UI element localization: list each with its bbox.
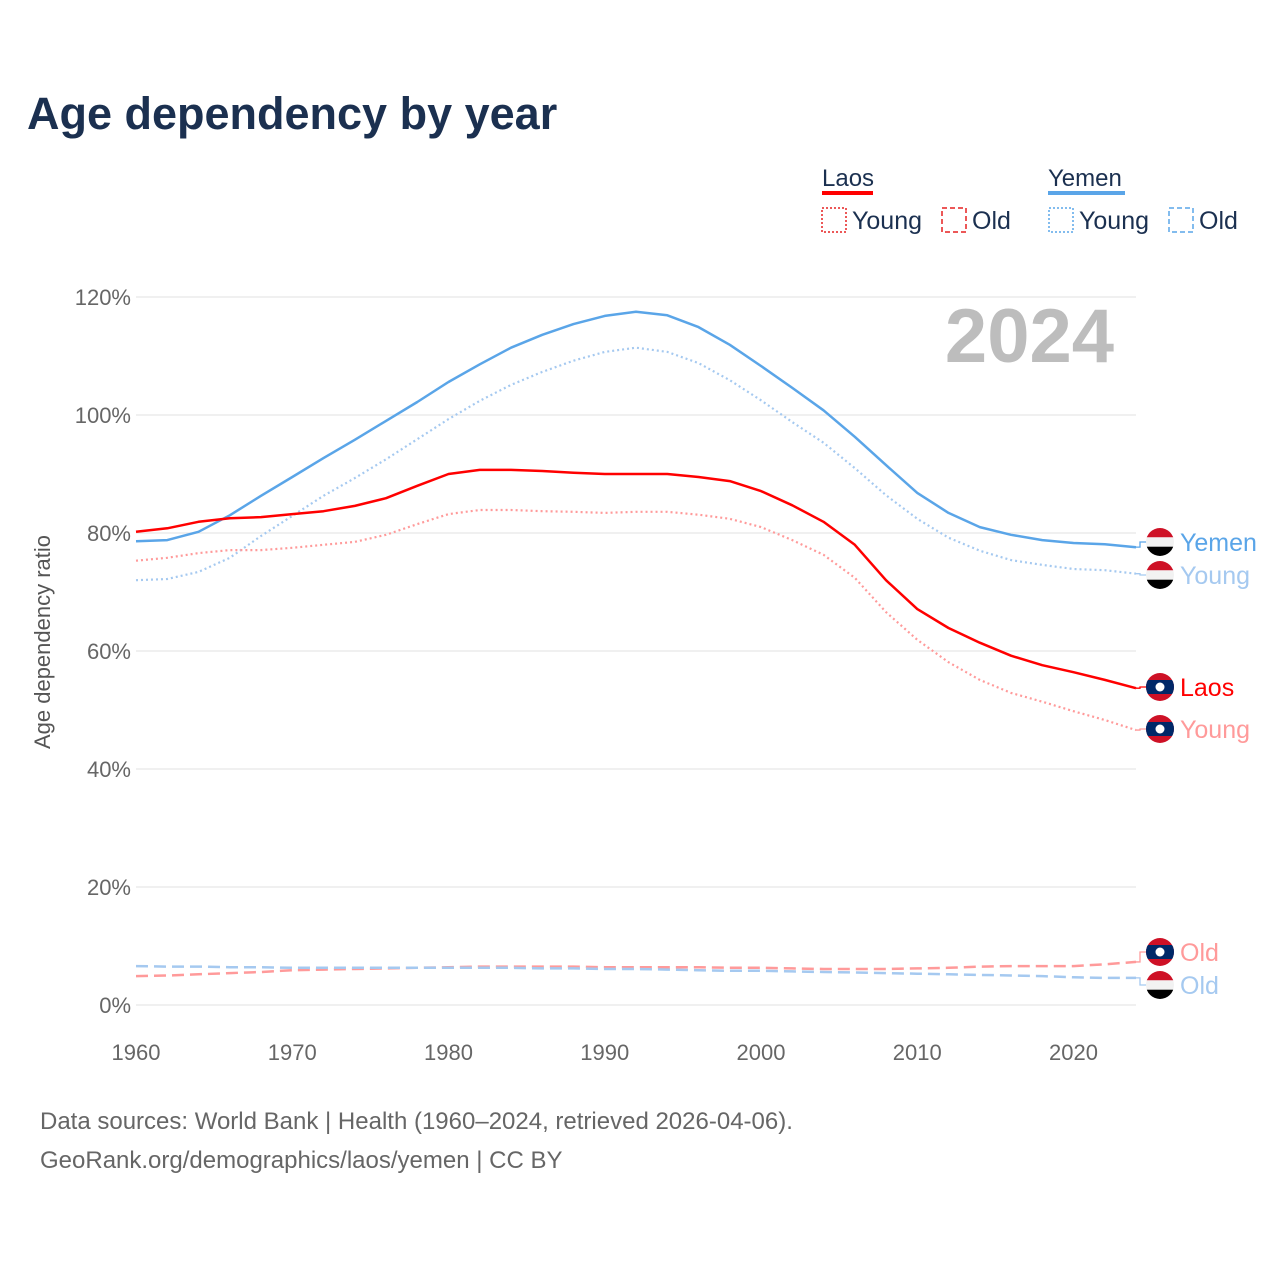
- legend: Laos Young Old Yemen Young Old: [821, 165, 1238, 235]
- end-label-connector: [1136, 977, 1148, 986]
- legend-yemen-young: Young: [1079, 207, 1149, 235]
- end-label-yemen-young: Young: [1180, 562, 1250, 590]
- y-axis-label: Age dependency ratio: [30, 535, 55, 749]
- end-label-connector: [1136, 951, 1148, 963]
- laos-flag-icon: [1146, 715, 1174, 743]
- legend-laos-swatch: [822, 191, 873, 195]
- end-label-connector: [1136, 573, 1148, 576]
- laos-flag-icon: [1146, 938, 1174, 966]
- x-tick-label: 2000: [737, 1040, 786, 1065]
- legend-laos-old: Old: [972, 207, 1011, 235]
- legend-yemen-swatch: [1048, 191, 1125, 195]
- y-tick-label: 60%: [87, 639, 131, 664]
- x-tick-label: 2010: [893, 1040, 942, 1065]
- legend-yemen-young-swatch: [1048, 207, 1074, 233]
- source-line-2[interactable]: GeoRank.org/demographics/laos/yemen | CC…: [40, 1147, 563, 1174]
- end-label-yemen: Yemen: [1180, 529, 1257, 557]
- y-tick-label: 120%: [75, 285, 131, 310]
- end-label-connector: [1136, 728, 1148, 731]
- legend-yemen-old: Old: [1199, 207, 1238, 235]
- end-labels: Yemen Young Laos Young Old Old: [1136, 528, 1257, 1000]
- series-line-laos: [135, 468, 1137, 690]
- x-tick-label: 1980: [424, 1040, 473, 1065]
- y-tick-label: 20%: [87, 875, 131, 900]
- end-label-laos-old: Old: [1180, 939, 1219, 967]
- series-line-laos-young: [135, 508, 1137, 732]
- end-label-laos: Laos: [1180, 674, 1234, 702]
- end-label-yemen-old: Old: [1180, 972, 1219, 1000]
- x-tick-label: 1960: [112, 1040, 161, 1065]
- legend-yemen-old-swatch: [1168, 207, 1194, 233]
- y-tick-label: 100%: [75, 403, 131, 428]
- series-lines: [135, 310, 1137, 980]
- legend-laos-title: Laos: [822, 165, 874, 192]
- series-line-laos-old: [135, 960, 1137, 978]
- source-line-1: Data sources: World Bank | Health (1960–…: [40, 1108, 793, 1135]
- year-badge: 2024: [945, 294, 1114, 379]
- yemen-flag-icon: [1146, 971, 1174, 999]
- yemen-flag-icon: [1146, 561, 1174, 589]
- series-line-yemen: [135, 310, 1137, 549]
- yemen-flag-icon: [1146, 528, 1174, 556]
- y-tick-labels: 0% 20% 40% 60% 80% 100% 120%: [75, 285, 131, 1018]
- y-tick-label: 40%: [87, 757, 131, 782]
- x-tick-label: 1990: [580, 1040, 629, 1065]
- laos-flag-icon: [1146, 673, 1174, 701]
- x-tick-label: 1970: [268, 1040, 317, 1065]
- gridlines: [136, 296, 1136, 1006]
- y-tick-label: 80%: [87, 521, 131, 546]
- legend-laos-young-swatch: [821, 207, 847, 233]
- legend-laos-old-swatch: [941, 207, 967, 233]
- end-label-laos-young: Young: [1180, 716, 1250, 744]
- x-tick-label: 2020: [1049, 1040, 1098, 1065]
- end-label-connector: [1136, 541, 1148, 548]
- y-tick-label: 0%: [99, 993, 131, 1018]
- x-tick-labels: 1960 1970 1980 1990 2000 2010 2020: [112, 1040, 1098, 1065]
- series-line-yemen-young: [135, 346, 1137, 582]
- end-label-connector: [1136, 686, 1148, 689]
- series-line-yemen-old: [135, 964, 1136, 980]
- chart-title: Age dependency by year: [27, 88, 558, 139]
- legend-laos-young: Young: [852, 207, 922, 235]
- legend-yemen-title: Yemen: [1048, 165, 1122, 192]
